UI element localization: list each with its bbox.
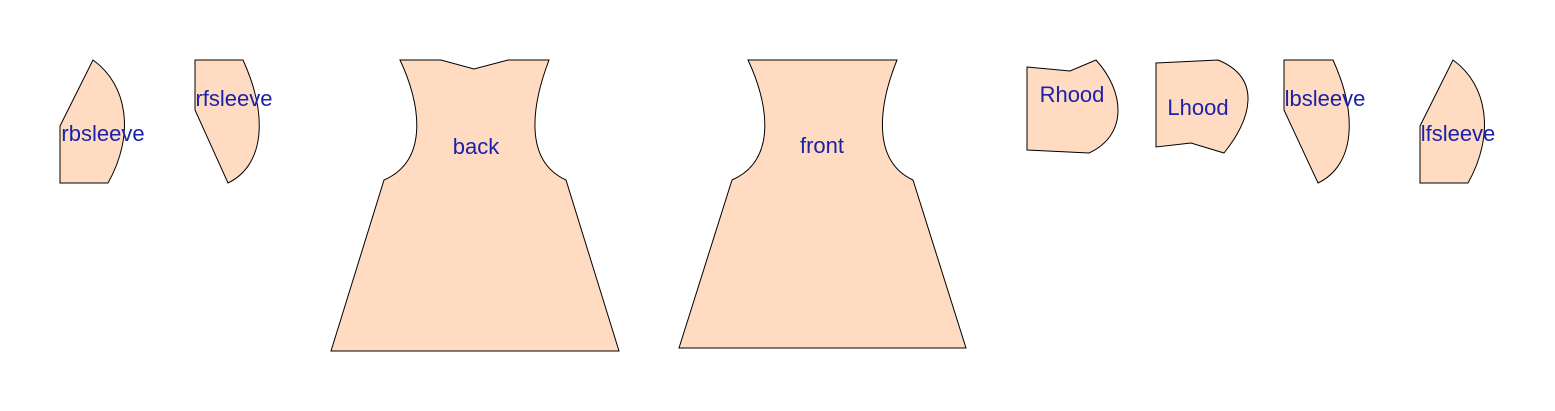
piece-lhood-label: Lhood: [1167, 95, 1228, 120]
piece-lfsleeve-label: lfsleeve: [1421, 121, 1496, 146]
piece-lhood-shape[interactable]: [1155, 59, 1249, 154]
piece-rfsleeve-label: rfsleeve: [195, 86, 272, 111]
piece-lbsleeve-shape[interactable]: [1283, 59, 1350, 184]
piece-rbsleeve-shape[interactable]: [59, 59, 125, 184]
piece-lfsleeve[interactable]: lfsleeve: [1419, 59, 1496, 184]
piece-back-shape[interactable]: [330, 59, 620, 352]
piece-rhood[interactable]: Rhood: [1026, 59, 1119, 154]
piece-front[interactable]: front: [678, 59, 967, 349]
piece-lfsleeve-shape[interactable]: [1419, 59, 1485, 184]
piece-back-label: back: [453, 134, 500, 159]
piece-lbsleeve[interactable]: lbsleeve: [1283, 59, 1366, 184]
piece-back[interactable]: back: [330, 59, 620, 352]
piece-lbsleeve-label: lbsleeve: [1285, 86, 1366, 111]
piece-rhood-label: Rhood: [1040, 82, 1105, 107]
piece-rbsleeve-label: rbsleeve: [61, 121, 144, 146]
piece-front-shape[interactable]: [678, 59, 967, 349]
piece-rhood-shape[interactable]: [1026, 59, 1119, 154]
piece-rfsleeve-shape[interactable]: [194, 59, 260, 184]
piece-rbsleeve[interactable]: rbsleeve: [59, 59, 145, 184]
piece-rfsleeve[interactable]: rfsleeve: [194, 59, 273, 184]
piece-front-label: front: [800, 133, 844, 158]
piece-lhood[interactable]: Lhood: [1155, 59, 1249, 154]
